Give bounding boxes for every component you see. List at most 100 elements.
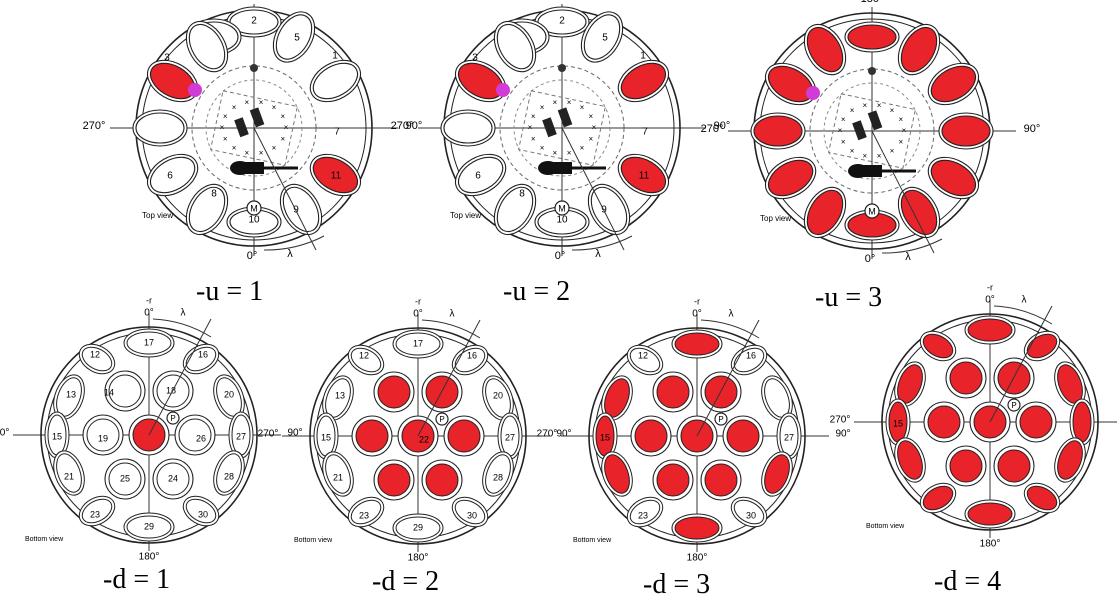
bottom-module-number: 17 (144, 337, 154, 347)
p-marker-label: P (439, 415, 444, 424)
sensor-dot (806, 86, 820, 100)
hatch-mark: × (223, 112, 228, 121)
hatch-mark: × (838, 126, 843, 135)
hatch-mark: × (863, 151, 868, 160)
top-module-highlighted (806, 189, 844, 236)
panel-u2: ××××××××××××××251711910863M180°0°270°90°… (391, 0, 731, 262)
bottom-module-number: 13 (335, 390, 345, 400)
top-module-number: 6 (475, 171, 481, 182)
bottom-module-number: 15 (893, 418, 903, 428)
hatch-mark: × (877, 151, 882, 160)
bottom-module-highlighted (656, 463, 690, 497)
top-module-number: 8 (519, 189, 525, 200)
top-module (188, 186, 226, 233)
bottom-module-number: 28 (224, 471, 234, 481)
bottom-module-number: 30 (198, 509, 208, 519)
top-module-number: 5 (602, 33, 608, 44)
bottom-module-highlighted (949, 449, 983, 483)
top-view-label: Top view (760, 214, 791, 223)
bottom-outer-module (395, 516, 441, 540)
p-marker (1007, 398, 1021, 412)
hatch-mark: × (259, 98, 264, 107)
bottom-module-number: 30 (746, 510, 756, 520)
bottom-view-label: Bottom view (866, 523, 905, 530)
bottom-outer-module (185, 498, 217, 524)
hatch-mark: × (890, 106, 895, 115)
p-marker-label: P (718, 415, 723, 424)
bottom-module-number: 23 (90, 509, 100, 519)
inner-dashed-frame (828, 93, 916, 169)
top-module (149, 156, 196, 194)
angle-label-0: 0° (144, 308, 154, 319)
bottom-module-number: 24 (168, 473, 178, 483)
top-module-number: 2 (251, 16, 257, 27)
angle-label-180: 180° (139, 552, 160, 563)
lambda-line (253, 127, 317, 251)
bottom-module-number: 27 (236, 431, 246, 441)
bottom-module-highlighted (425, 463, 459, 497)
bottom-module-number: 16 (746, 350, 756, 360)
hatch-mark: × (272, 143, 277, 152)
lambda-line (871, 130, 935, 254)
top-module (496, 23, 534, 70)
p-marker (166, 411, 180, 425)
bottom-outer-module (216, 453, 242, 493)
inner-dashed-ring (191, 65, 317, 191)
bottom-module-highlighted (634, 419, 668, 453)
center-block (852, 120, 867, 141)
angle-label-270: 270° (0, 428, 9, 439)
bottom-outer-module (395, 332, 441, 356)
bottom-outer-highlighted (1026, 333, 1058, 359)
top-module-highlighted (753, 115, 803, 147)
hatch-mark: × (284, 123, 289, 132)
top-module (457, 156, 504, 194)
bottom-module-number: 16 (198, 349, 208, 359)
top-module-highlighted (620, 156, 667, 194)
bottom-outer-highlighted (1072, 401, 1092, 443)
mechanism-body (862, 165, 882, 177)
angle-label-0: 0° (692, 309, 702, 320)
bottom-view-label: Bottom view (294, 537, 333, 544)
bottom-outer-module (325, 454, 351, 494)
lambda-arc (421, 319, 481, 339)
inner-dashed-ring (809, 68, 935, 194)
bottom-module-highlighted (447, 419, 481, 453)
bottom-module-number: 14 (104, 387, 114, 397)
hatch-mark: × (841, 115, 846, 124)
hatch-mark: × (540, 143, 545, 152)
angle-label-180: 180° (551, 0, 574, 2)
lambda-label: λ (287, 248, 293, 260)
lambda-label: λ (905, 251, 911, 263)
bottom-outer-module (185, 346, 217, 372)
bottom-outer-highlighted (604, 454, 630, 494)
top-module-number: 10 (248, 215, 260, 226)
sensor-dot (188, 83, 202, 97)
angle-label-270: 270° (391, 120, 414, 132)
angle-label-0: 0° (413, 309, 423, 320)
bottom-module-number: 21 (64, 471, 74, 481)
lambda-line (989, 305, 1053, 423)
bottom-module-number: 27 (784, 432, 794, 442)
top-module (282, 186, 320, 233)
bottom-outer-highlighted (674, 516, 720, 540)
hatch-mark: × (232, 143, 237, 152)
mechanism-body (552, 162, 572, 174)
m-marker-label: M (558, 203, 566, 213)
top-module (590, 186, 628, 233)
lambda-arc (263, 235, 325, 251)
center-block (234, 117, 249, 138)
m-marker-label: M (868, 206, 876, 216)
angle-label-270: 270° (537, 429, 558, 440)
hatch-mark: × (259, 148, 264, 157)
hatch-mark: × (280, 134, 285, 143)
caption-u1: -u = 1 (196, 276, 264, 307)
hatch-mark: × (580, 143, 585, 152)
lambda-line (696, 319, 760, 437)
top-module-number: 7 (334, 127, 340, 138)
top-module-highlighted (312, 156, 359, 194)
top-module (312, 62, 359, 100)
top-module (275, 14, 313, 60)
bottom-outer-highlighted (1026, 485, 1058, 511)
hatch-mark: × (588, 134, 593, 143)
p-marker (714, 412, 728, 426)
